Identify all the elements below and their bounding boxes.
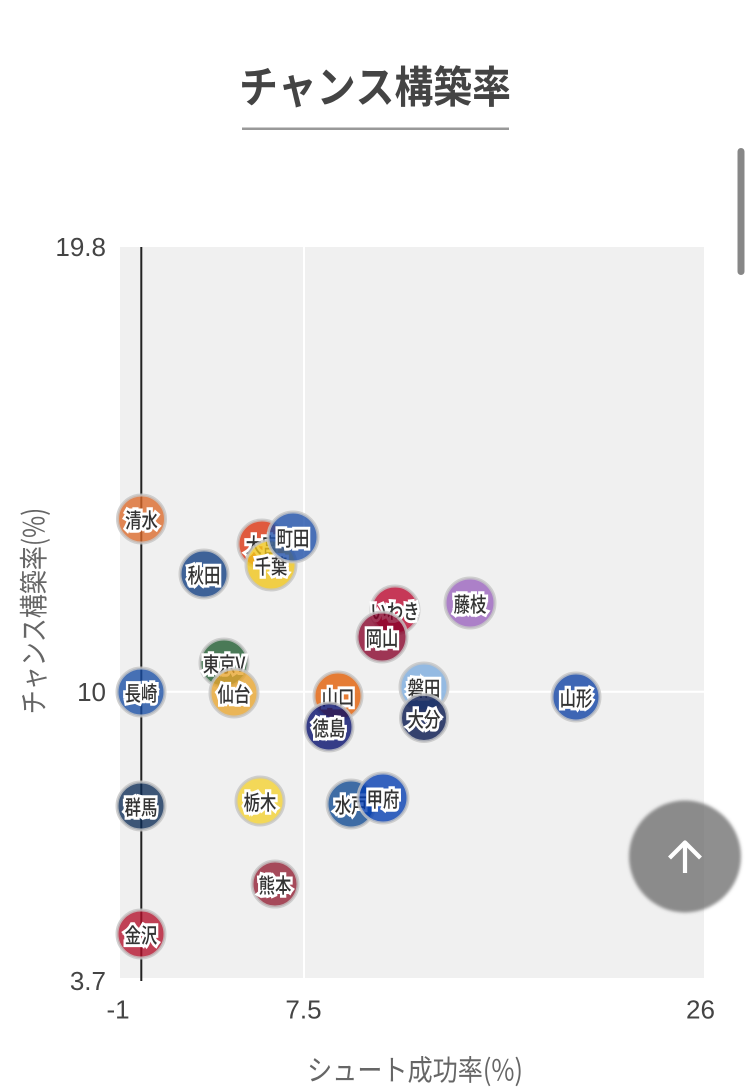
svg-text:19.8: 19.8	[55, 232, 106, 262]
svg-text:3.7: 3.7	[70, 966, 106, 996]
svg-text:26: 26	[686, 995, 715, 1025]
svg-text:-1: -1	[106, 995, 129, 1025]
svg-text:7.5: 7.5	[285, 995, 321, 1025]
svg-text:10: 10	[77, 677, 106, 707]
